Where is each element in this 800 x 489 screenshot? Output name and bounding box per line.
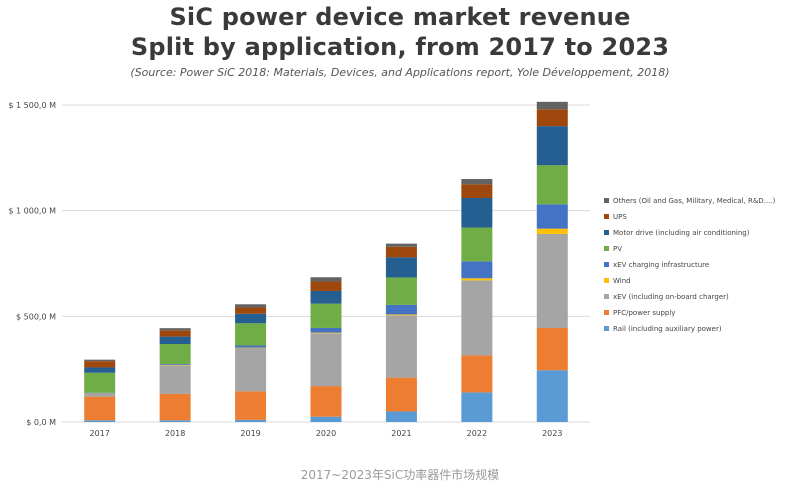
bar-segment	[84, 420, 116, 422]
legend-swatch	[604, 214, 609, 219]
bar-segment	[159, 330, 191, 337]
bar-segment	[310, 332, 342, 334]
bar-segment	[461, 278, 493, 281]
bar-segment	[235, 419, 267, 422]
legend-swatch	[604, 294, 609, 299]
bar-segment	[461, 261, 493, 279]
bar-segment	[385, 246, 417, 258]
bar-segment	[385, 243, 417, 247]
bar-segment	[235, 307, 267, 314]
bar-segment	[461, 280, 493, 356]
x-tick-label: 2017	[90, 429, 110, 438]
bar-segment	[461, 178, 493, 185]
bar-segment	[310, 327, 342, 333]
x-tick-label: 2019	[240, 429, 260, 438]
bar-segment	[84, 361, 116, 368]
bar-segment	[235, 391, 267, 420]
bar-segment	[84, 367, 116, 373]
legend-label: Motor drive (including air conditioning)	[613, 229, 750, 237]
bar-segment	[159, 328, 191, 331]
legend-swatch	[604, 326, 609, 331]
bar-segment	[235, 323, 267, 346]
x-tick-label: 2018	[165, 429, 185, 438]
bar-segment	[235, 345, 267, 348]
bar-segment	[385, 377, 417, 412]
bar-segment	[536, 101, 568, 110]
bar-segment	[310, 277, 342, 282]
bar-segment	[461, 227, 493, 262]
x-tick-label: 2022	[467, 429, 487, 438]
legend-label: Rail (including auxiliary power)	[613, 325, 722, 333]
y-tick-label: $ 0,0 M	[26, 418, 56, 427]
bar-segment	[310, 416, 342, 422]
bar-segment	[159, 364, 191, 365]
y-tick-label: $ 1 500,0 M	[8, 101, 56, 110]
x-tick-label: 2023	[542, 429, 562, 438]
bar-segment	[536, 233, 568, 328]
bar-segment	[385, 314, 417, 316]
chart-source: (Source: Power SiC 2018: Materials, Devi…	[130, 66, 670, 79]
bar-segment	[84, 372, 116, 393]
bar-segment	[536, 126, 568, 166]
x-tick-label: 2021	[391, 429, 411, 438]
legend-swatch	[604, 310, 609, 315]
bar-segment	[159, 344, 191, 365]
bar-segment	[461, 392, 493, 422]
bar-segment	[310, 386, 342, 417]
bar-segment	[536, 109, 568, 127]
bar-segment	[385, 277, 417, 305]
bar-segment	[536, 204, 568, 229]
image-caption: 2017~2023年SiC功率器件市场规模	[300, 468, 500, 482]
legend-swatch	[604, 230, 609, 235]
bar-segment	[159, 420, 191, 422]
bar-segment	[385, 315, 417, 378]
legend-swatch	[604, 278, 609, 283]
legend-label: Wind	[613, 277, 631, 285]
legend-label: UPS	[613, 213, 627, 221]
y-tick-label: $ 1 000,0 M	[8, 207, 56, 216]
bar-segment	[84, 393, 116, 397]
bar-segment	[385, 304, 417, 315]
bar-segment	[536, 327, 568, 371]
bar-segment	[310, 281, 342, 291]
bar-segment	[310, 333, 342, 387]
bar-segment	[235, 304, 267, 308]
bar-segment	[461, 355, 493, 393]
legend-swatch	[604, 246, 609, 251]
legend-swatch	[604, 198, 609, 203]
bar-segment	[310, 290, 342, 304]
bar-segment	[310, 303, 342, 328]
legend-swatch	[604, 262, 609, 267]
chart-title: SiC power device market revenue	[169, 3, 631, 31]
bar-segment	[159, 365, 191, 394]
legend-label: Others (Oil and Gas, Military, Medical, …	[613, 197, 776, 205]
legend-label: xEV (including on-board charger)	[613, 293, 729, 301]
x-tick-label: 2020	[316, 429, 336, 438]
bar-segment	[84, 359, 116, 362]
bar-segment	[461, 197, 493, 228]
bar-segment	[536, 165, 568, 205]
bar-segment	[159, 393, 191, 421]
bar-segment	[235, 313, 267, 324]
legend-label: PFC/power supply	[613, 309, 675, 317]
bar-segment	[235, 348, 267, 392]
bar-segment	[385, 257, 417, 278]
bar-segment	[159, 336, 191, 345]
bar-segment	[536, 228, 568, 234]
bar-segment	[536, 370, 568, 422]
bar-segment	[461, 184, 493, 198]
bar-segment	[385, 411, 417, 422]
y-tick-label: $ 500,0 M	[16, 312, 56, 321]
legend-label: xEV charging infrastructure	[613, 261, 709, 269]
chart-subtitle: Split by application, from 2017 to 2023	[130, 33, 670, 61]
bar-segment	[84, 396, 116, 421]
legend-label: PV	[613, 245, 622, 253]
